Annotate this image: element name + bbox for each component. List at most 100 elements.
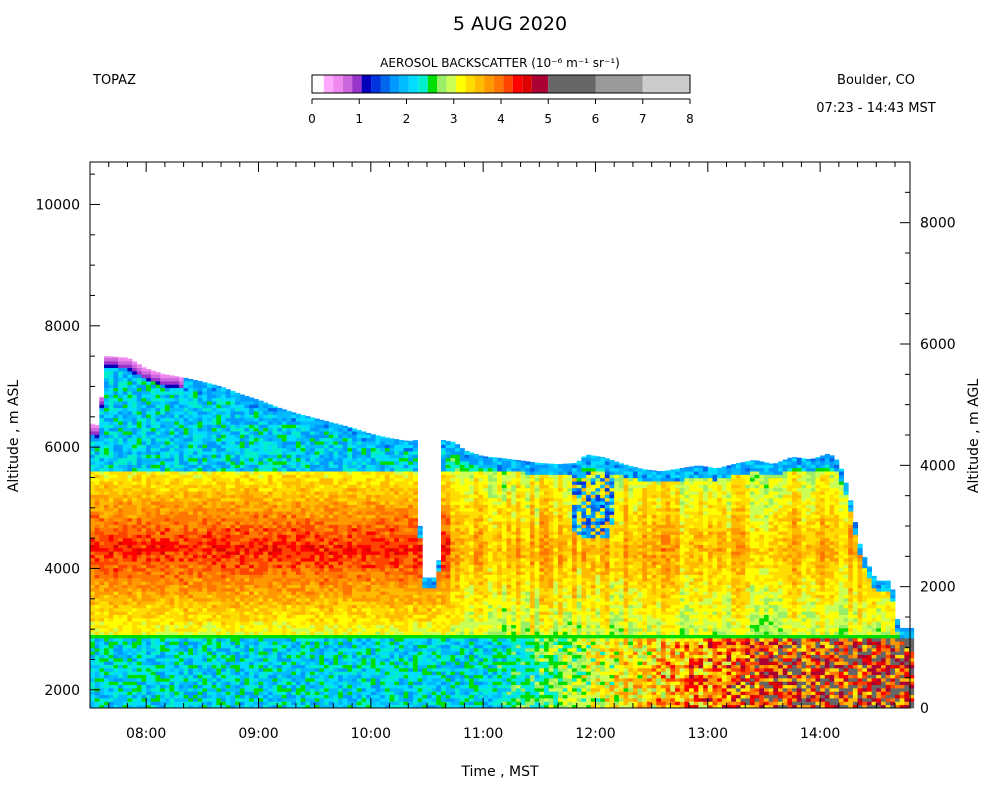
heatmap-cell bbox=[211, 527, 217, 532]
heatmap-cell bbox=[122, 597, 128, 602]
heatmap-cell bbox=[249, 524, 255, 529]
heatmap-cell bbox=[253, 487, 259, 492]
heatmap-cell bbox=[178, 464, 185, 469]
heatmap-cell bbox=[286, 517, 292, 522]
heatmap-cell bbox=[202, 634, 208, 639]
heatmap-cell bbox=[305, 671, 311, 676]
heatmap-cell bbox=[104, 517, 110, 522]
heatmap-cell bbox=[183, 411, 189, 415]
heatmap-cell bbox=[174, 417, 180, 422]
heatmap-cell bbox=[319, 527, 325, 532]
heatmap-cell bbox=[225, 567, 231, 572]
heatmap-cell bbox=[267, 681, 273, 686]
heatmap-cell bbox=[328, 564, 334, 569]
heatmap-cell bbox=[291, 481, 297, 485]
heatmap-cell bbox=[183, 641, 189, 646]
heatmap-cell bbox=[90, 587, 96, 592]
heatmap-cell bbox=[235, 611, 241, 615]
heatmap-cell bbox=[239, 651, 245, 656]
heatmap-cell bbox=[146, 594, 152, 599]
heatmap-cell bbox=[183, 667, 189, 672]
heatmap-cell bbox=[188, 424, 194, 429]
heatmap-cell bbox=[99, 671, 105, 676]
heatmap-cell bbox=[305, 421, 311, 425]
heatmap-cell bbox=[169, 704, 175, 709]
heatmap-cell bbox=[136, 454, 142, 459]
heatmap-cell bbox=[164, 661, 170, 666]
heatmap-cell bbox=[258, 427, 264, 432]
heatmap-cell bbox=[314, 601, 320, 605]
heatmap-cell bbox=[239, 477, 245, 482]
heatmap-cell bbox=[127, 414, 133, 419]
heatmap-cell bbox=[99, 581, 105, 585]
heatmap-cell bbox=[127, 677, 133, 682]
heatmap-cell bbox=[202, 694, 208, 699]
heatmap-cell bbox=[286, 574, 292, 579]
heatmap-cell bbox=[263, 574, 269, 579]
heatmap-cell bbox=[174, 497, 180, 502]
heatmap-cell bbox=[188, 641, 194, 646]
heatmap-cell bbox=[90, 581, 96, 585]
heatmap-cell bbox=[178, 504, 185, 509]
heatmap-cell bbox=[305, 544, 311, 549]
heatmap-cell bbox=[113, 514, 119, 519]
heatmap-cell bbox=[202, 451, 208, 455]
heatmap-cell bbox=[122, 581, 128, 585]
heatmap-cell bbox=[90, 477, 96, 482]
heatmap-cell bbox=[94, 594, 100, 599]
heatmap-cell bbox=[136, 687, 142, 692]
heatmap-cell bbox=[230, 511, 236, 515]
heatmap-cell bbox=[141, 377, 147, 382]
heatmap-cell bbox=[305, 581, 311, 585]
heatmap-cell bbox=[94, 514, 100, 519]
heatmap-cell bbox=[164, 537, 170, 542]
heatmap-cell bbox=[211, 531, 217, 535]
heatmap-cell bbox=[263, 414, 269, 419]
heatmap-cell bbox=[183, 501, 189, 505]
heatmap-cell bbox=[99, 511, 105, 515]
heatmap-cell bbox=[230, 407, 236, 412]
heatmap-cell bbox=[146, 587, 152, 592]
heatmap-cell bbox=[230, 444, 236, 449]
heatmap-cell bbox=[207, 607, 213, 612]
heatmap-cell bbox=[244, 661, 250, 666]
heatmap-cell bbox=[239, 591, 245, 595]
heatmap-cell bbox=[267, 581, 273, 585]
heatmap-cell bbox=[244, 411, 250, 415]
heatmap-cell bbox=[291, 687, 297, 692]
heatmap-cell bbox=[90, 511, 96, 515]
heatmap-cell bbox=[291, 551, 297, 555]
heatmap-cell bbox=[225, 414, 231, 419]
heatmap-cell bbox=[281, 451, 287, 455]
heatmap-cell bbox=[253, 651, 259, 656]
heatmap-cell bbox=[192, 534, 199, 539]
heatmap-cell bbox=[258, 417, 264, 422]
heatmap-cell bbox=[235, 404, 241, 409]
heatmap-cell bbox=[230, 637, 236, 642]
heatmap-cell bbox=[253, 554, 259, 559]
heatmap-cell bbox=[183, 487, 189, 492]
heatmap-cell bbox=[146, 461, 152, 465]
heatmap-cell bbox=[272, 474, 278, 479]
heatmap-cell bbox=[211, 454, 217, 459]
heatmap-cell bbox=[169, 377, 175, 382]
heatmap-cell bbox=[94, 537, 100, 542]
heatmap-cell bbox=[164, 677, 170, 682]
heatmap-cell bbox=[230, 697, 236, 702]
heatmap-cell bbox=[150, 391, 156, 395]
heatmap-cell bbox=[197, 641, 203, 646]
heatmap-cell bbox=[267, 621, 273, 625]
heatmap-cell bbox=[309, 494, 316, 499]
heatmap-cell bbox=[146, 467, 152, 472]
heatmap-cell bbox=[216, 611, 222, 615]
heatmap-cell bbox=[244, 647, 250, 652]
heatmap-cell bbox=[263, 641, 269, 646]
heatmap-cell bbox=[221, 677, 227, 682]
heatmap-cell bbox=[324, 664, 330, 669]
heatmap-cell bbox=[90, 427, 96, 432]
heatmap-cell bbox=[155, 504, 161, 509]
heatmap-cell bbox=[300, 437, 306, 442]
heatmap-cell bbox=[141, 637, 147, 642]
heatmap-cell bbox=[258, 517, 264, 522]
heatmap-cell bbox=[239, 611, 245, 615]
